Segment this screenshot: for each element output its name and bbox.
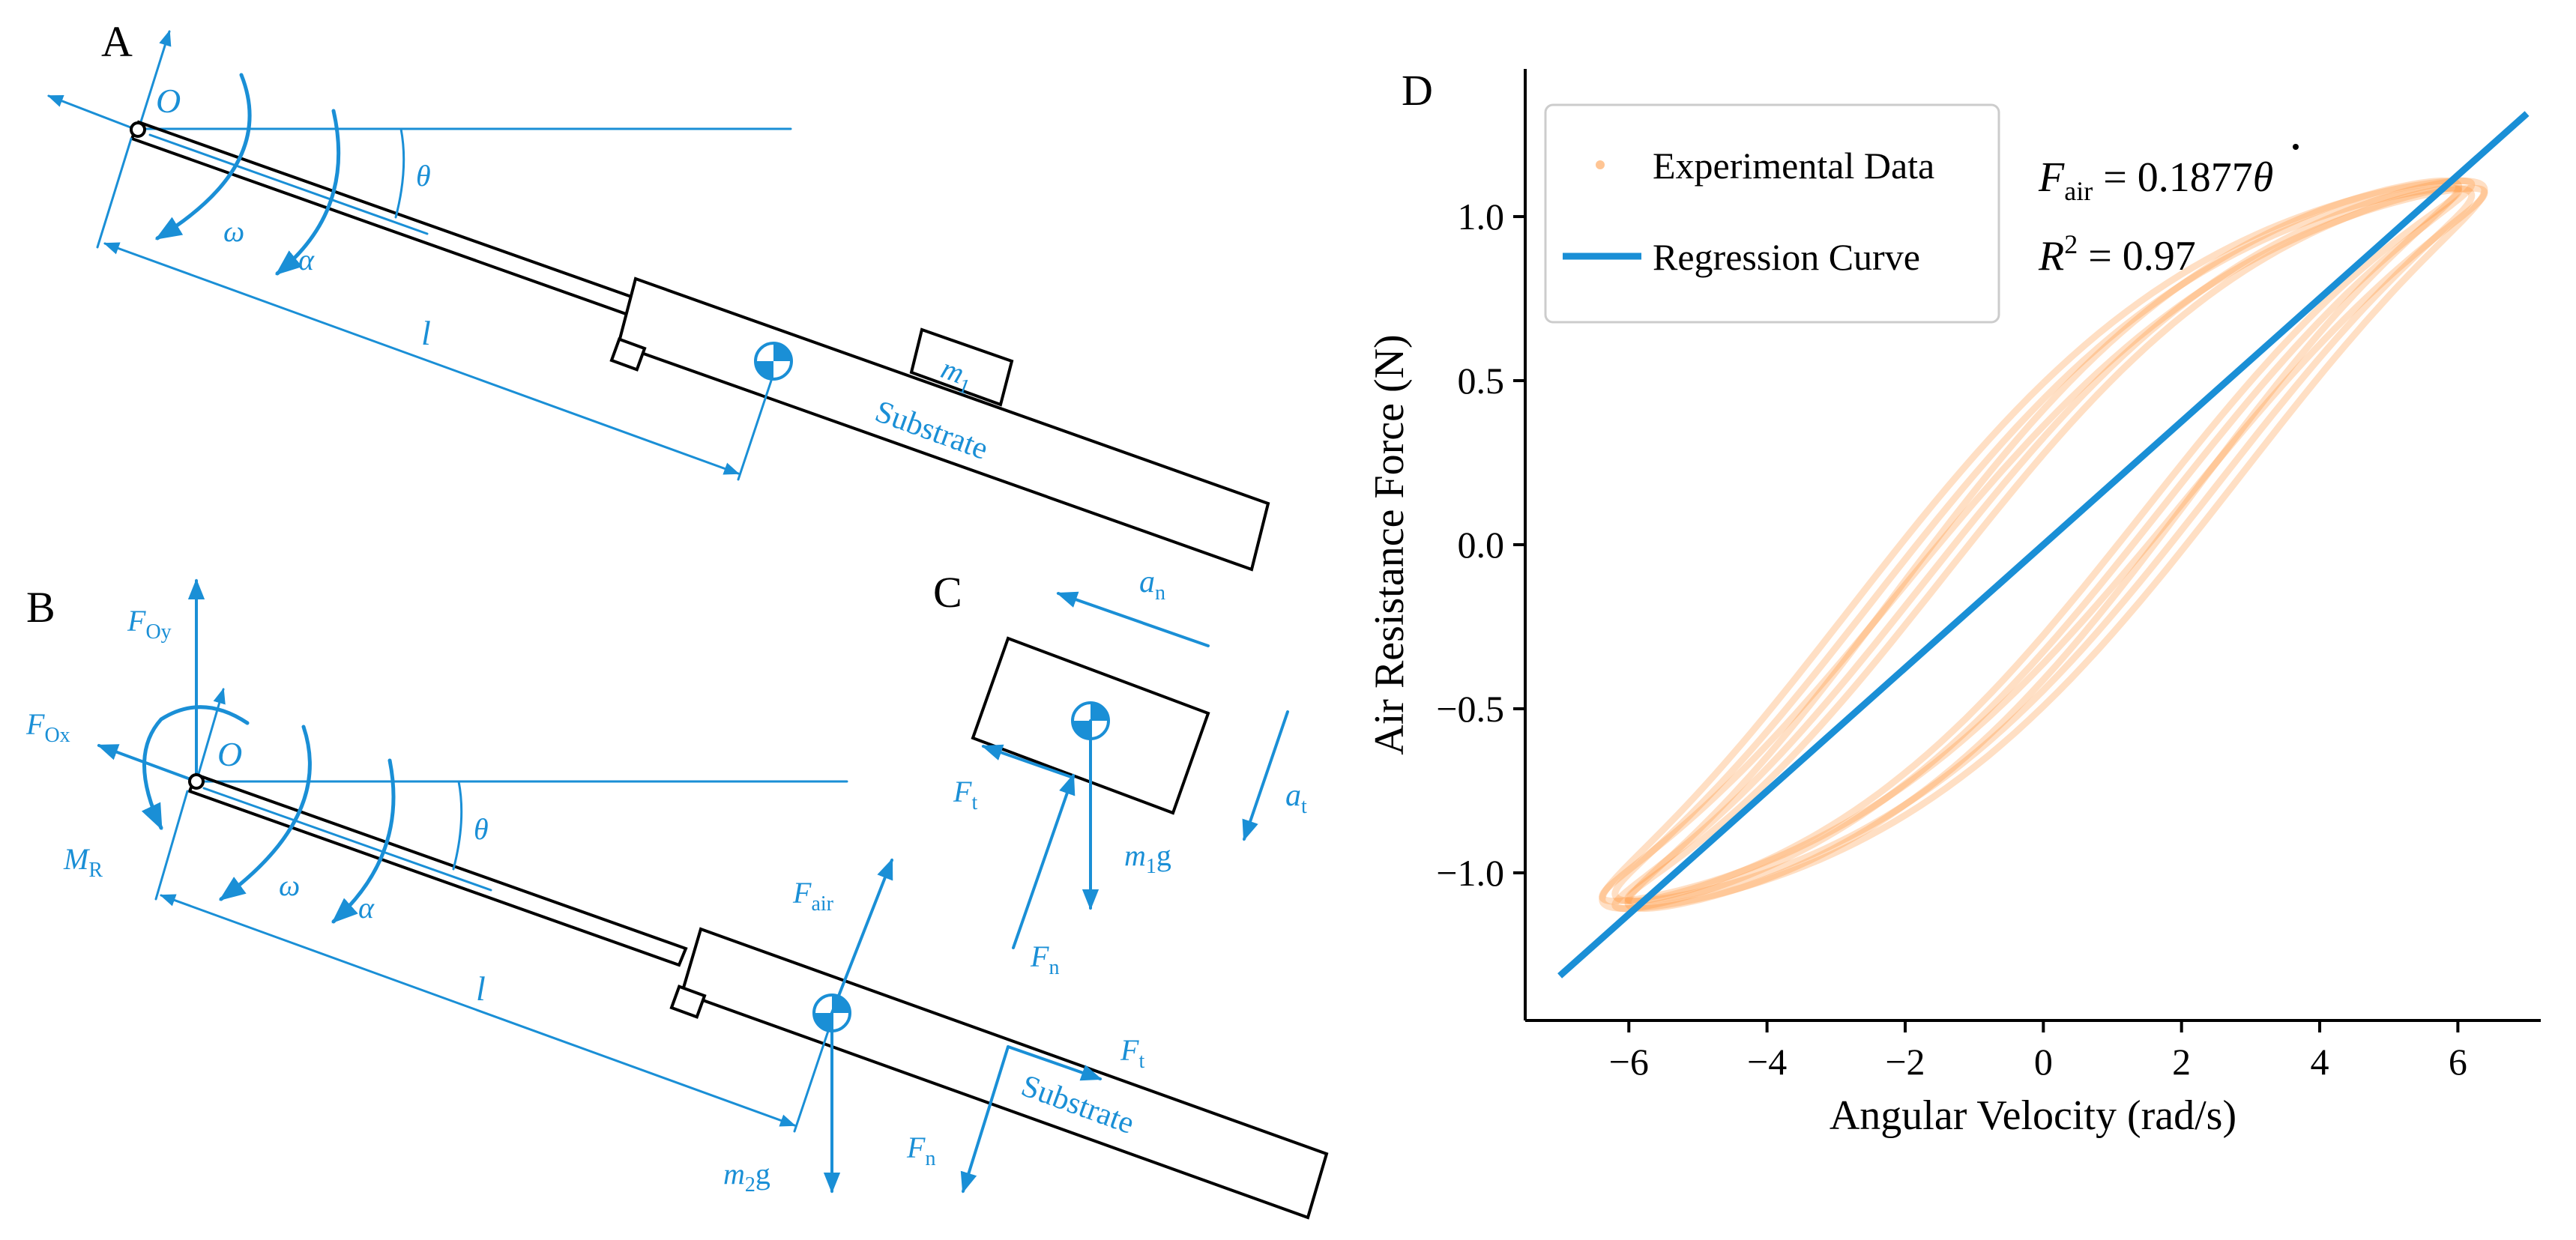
panel-d-label: D <box>1402 66 1433 115</box>
panel-b-alpha-label: α <box>358 891 375 925</box>
panel-a-mass-block <box>909 327 1014 407</box>
panel-a-center-of-mass-icon <box>754 342 793 381</box>
panel-b-f-oy-label: FOy <box>127 604 172 644</box>
y-tick-label: 0.5 <box>1458 360 1505 402</box>
panel-b-f-air-arrow <box>830 858 893 1014</box>
panel-b-weight-label: m2g <box>723 1157 770 1197</box>
panel-b-moment-arrow <box>141 705 250 831</box>
panel-a-theta-arc <box>394 127 405 219</box>
panel-b-f-t-arrow <box>1007 1045 1103 1081</box>
panel-b-dim-tick-right <box>793 1029 830 1133</box>
y-axis-label: Air Resistance Force (N) <box>1366 334 1413 754</box>
panel-b-moment-label: MR <box>63 842 103 882</box>
panel-a-rod-extension-arrow <box>47 94 138 131</box>
y-tick-label: 1.0 <box>1458 196 1505 238</box>
panel-c-weight-label: m1g <box>1124 838 1171 878</box>
panel-b-theta-arc <box>452 780 463 871</box>
panel-a-pivot <box>130 121 146 138</box>
experimental-data-loop <box>1624 177 2463 913</box>
panel-b-length-dimension <box>160 894 796 1127</box>
panel-b-rod <box>187 772 688 967</box>
x-axis-label: Angular Velocity (rad/s) <box>1830 1092 2236 1139</box>
panel-c: C an at Ft Fn m1g <box>933 565 1307 979</box>
panel-a-vertical-arrow <box>137 29 172 130</box>
panel-b-theta-label: θ <box>474 812 489 846</box>
panel-b-dim-tick-left <box>154 790 189 901</box>
panel-b-pivot <box>188 773 205 790</box>
experimental-data-loop <box>1599 184 2488 905</box>
panel-c-a-n-label: an <box>1139 565 1165 605</box>
panel-c-label: C <box>933 568 962 617</box>
panel-b-substrate <box>680 927 1329 1220</box>
panel-c-f-n-arrow <box>1012 773 1076 949</box>
chart: −6 −4 −2 0 2 4 6 −1.0 −0.5 0.0 0.5 1.0 Angular Veloc… <box>1366 69 2541 1139</box>
panel-c-f-t-label: Ft <box>953 775 977 814</box>
panel-a-rod-axis <box>148 133 429 235</box>
panel-a-alpha-arrow <box>275 109 341 276</box>
panel-a-omega-label: ω <box>223 214 244 248</box>
experimental-data-loop <box>1611 177 2476 913</box>
panel-b-f-t-label: Ft <box>1120 1033 1144 1073</box>
panel-d: D −6 −4 −2 0 2 4 6 −1.0 −0.5 0.0 0.5 1.0 Angular Vel… <box>1366 66 2541 1139</box>
experimental-data-loop <box>1611 184 2476 905</box>
legend-label-experimental: Experimental Data <box>1653 145 1934 187</box>
panel-a-label: A <box>101 17 133 66</box>
y-tick-label: 0.0 <box>1458 524 1505 566</box>
panel-b-f-ox-label: FOx <box>25 707 70 747</box>
panel-a-alpha-label: α <box>298 243 315 276</box>
panel-b-f-n-label: Fn <box>906 1131 935 1170</box>
experimental-data-loop <box>1599 177 2488 913</box>
panel-b-rod-axis <box>202 787 492 892</box>
panel-c-a-n-arrow <box>1056 591 1210 647</box>
panel-a-theta-label: θ <box>416 159 431 193</box>
panel-b-length-label: l <box>476 970 486 1008</box>
y-tick-label: −1.0 <box>1436 852 1504 894</box>
panel-a-dim-tick-right <box>737 377 773 481</box>
legend-marker-experimental <box>1596 160 1605 169</box>
x-tick-label: −2 <box>1885 1041 1925 1083</box>
x-tick-label: 0 <box>2034 1041 2053 1083</box>
panel-a-length-label: l <box>421 314 431 352</box>
panel-b-omega-arrow <box>219 725 312 901</box>
regression-equation: Fair = 0.1877θ <box>2038 154 2273 206</box>
panel-b-origin-label: O <box>217 735 242 773</box>
x-tick-label: 6 <box>2449 1041 2467 1083</box>
x-tick-label: −4 <box>1747 1041 1787 1083</box>
x-tick-label: 2 <box>2172 1041 2191 1083</box>
panel-c-a-t-label: at <box>1285 778 1307 818</box>
legend-box <box>1544 103 2000 324</box>
experimental-data-loop <box>1624 184 2463 905</box>
panel-b-alpha-arrow <box>331 758 396 924</box>
y-tick-label: −0.5 <box>1436 688 1504 730</box>
panel-a: A O m1 Substrate l ω <box>47 17 1270 572</box>
panel-a-origin-label: O <box>156 82 181 120</box>
panel-b-f-n-arrow <box>960 1045 1010 1194</box>
theta-dot-accent <box>2293 144 2299 150</box>
panel-c-a-t-arrow <box>1242 710 1289 841</box>
panel-b-f-air-label: Fair <box>792 876 834 916</box>
panel-a-length-dimension <box>103 242 740 475</box>
x-tick-label: 4 <box>2311 1041 2329 1083</box>
x-tick-label: −6 <box>1609 1041 1649 1083</box>
r-squared-value: R2 = 0.97 <box>2038 229 2196 279</box>
panel-b-label: B <box>26 583 55 632</box>
panel-a-dim-tick-left <box>96 137 133 249</box>
regression-curve <box>1557 111 2530 979</box>
panel-a-omega-arrow <box>155 73 252 241</box>
panel-c-f-t-arrow <box>981 744 1075 779</box>
panel-b-f-ox-arrow <box>97 744 198 783</box>
panel-b-small-vertical-arrow <box>195 687 226 783</box>
panel-b: B FOy FOx MR O Substrate Fair m2g <box>25 578 1329 1220</box>
panel-b-omega-label: ω <box>279 868 300 902</box>
legend-label-regression: Regression Curve <box>1653 236 1920 278</box>
panel-c-f-n-label: Fn <box>1030 940 1059 979</box>
